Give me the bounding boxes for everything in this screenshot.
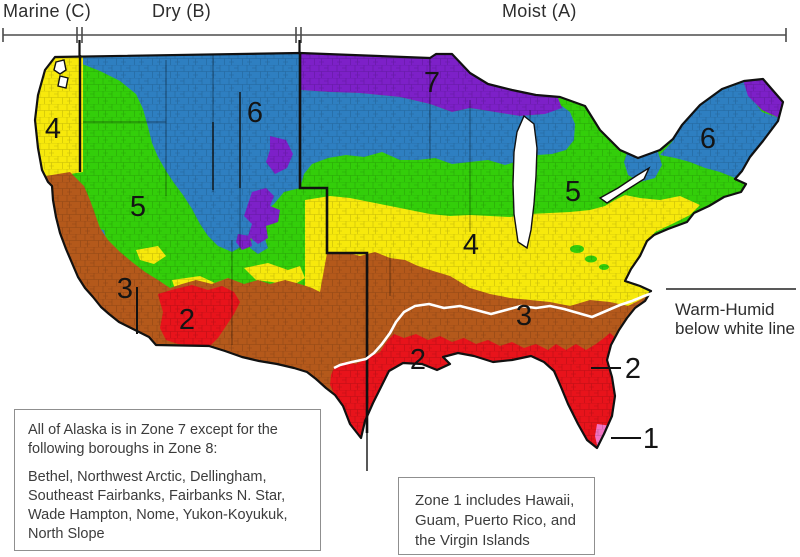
zone-label-6-montana: 6 xyxy=(247,97,263,129)
warm-humid-white-line xyxy=(333,290,657,370)
warm-humid-note-line1: Warm-Humid xyxy=(675,300,775,319)
alaska-note-box: All of Alaska is in Zone 7 except for th… xyxy=(14,409,321,551)
moisture-region-bracket xyxy=(2,27,787,43)
bracket-map-connectors xyxy=(78,40,301,57)
dry-moist-boundary-line xyxy=(298,53,369,433)
zone-label-5-ohio: 5 xyxy=(565,176,581,208)
zone-label-6-new-england: 6 xyxy=(700,123,716,155)
zone-2-callout-number: 2 xyxy=(625,353,641,385)
us-outline xyxy=(33,51,785,450)
moisture-region-label-moist: Moist (A) xyxy=(502,1,577,21)
warm-humid-note: Warm-Humid below white line xyxy=(675,300,795,338)
zone-label-2-arizona: 2 xyxy=(179,304,195,336)
moisture-region-label-dry: Dry (B) xyxy=(152,1,212,21)
moisture-region-label-marine: Marine (C) xyxy=(3,1,92,21)
alaska-note-intro: All of Alaska is in Zone 7 except for th… xyxy=(28,422,278,457)
zone-number-labels: 4 5 6 7 6 5 4 3 2 2 3 2 1 xyxy=(45,67,716,455)
warm-humid-note-line2: below white line xyxy=(675,319,796,338)
zone-1-callout-number: 1 xyxy=(643,423,659,455)
county-texture xyxy=(35,53,783,448)
zone-label-7-minnesota: 7 xyxy=(424,67,440,99)
zone-label-5-nevada: 5 xyxy=(130,191,146,223)
zone-label-4-west-coast: 4 xyxy=(45,113,61,145)
zone1-note-text: Zone 1 includes Hawaii, Guam, Puerto Ric… xyxy=(415,492,576,549)
alaska-note-boroughs: Bethel, Northwest Arctic, Dellingham, So… xyxy=(28,469,288,542)
zone-label-2-texas: 2 xyxy=(410,344,426,376)
zone1-note-box: Zone 1 includes Hawaii, Guam, Puerto Ric… xyxy=(398,477,595,555)
zone-label-3-california: 3 xyxy=(117,273,133,305)
subregion-borders xyxy=(212,92,241,190)
zone-label-4-kentucky: 4 xyxy=(463,229,479,261)
great-lakes xyxy=(53,59,651,250)
zone-regions xyxy=(35,53,783,448)
zone-label-3-southeast: 3 xyxy=(516,300,532,332)
